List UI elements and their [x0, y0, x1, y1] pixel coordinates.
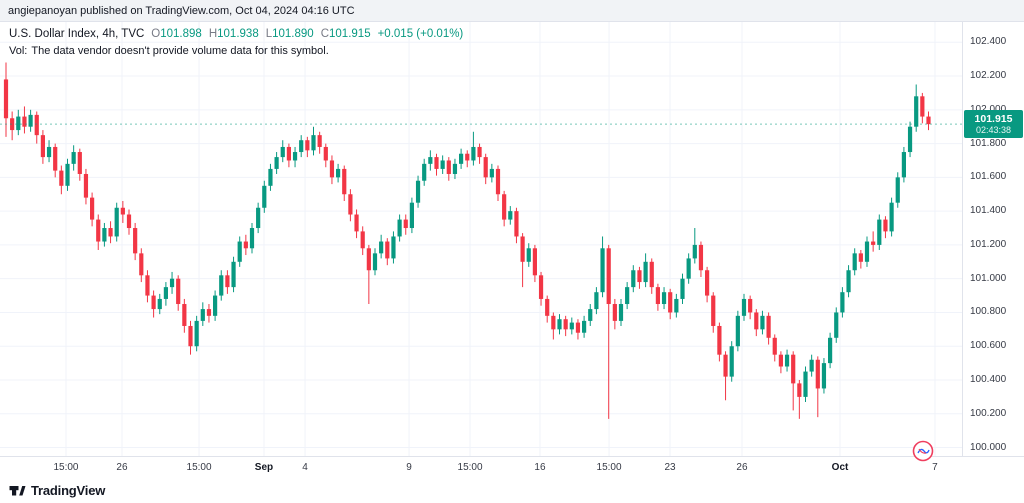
price-axis-label: 101.200	[970, 238, 1007, 250]
tradingview-logo[interactable]: TradingView	[9, 482, 105, 499]
chart-legend: U.S. Dollar Index, 4h, TVC O101.898 H101.9…	[9, 28, 463, 57]
price-axis-label: 101.600	[970, 171, 1007, 183]
high-label: H	[208, 28, 218, 40]
time-axis-label: 15:00	[596, 462, 622, 473]
last-price-badge: 101.915 02:43:38	[964, 110, 1023, 139]
low-value: 101.890	[272, 28, 314, 40]
price-axis-label: 102.000	[970, 104, 1006, 115]
time-axis-label: 15:00	[457, 462, 483, 473]
price-axis-label: 102.200	[970, 70, 1007, 82]
price-axis-label: 101.800	[970, 137, 1007, 149]
high-value: 101.938	[217, 28, 259, 40]
time-axis-label: 4	[302, 462, 308, 473]
time-axis-label: 26	[736, 462, 748, 473]
bar-countdown: 02:43:38	[975, 125, 1012, 136]
footer-bar: TradingView	[0, 478, 1024, 503]
stamp-icon[interactable]	[912, 440, 934, 462]
time-axis-label: 15:00	[186, 462, 212, 473]
price-axis-label: 100.800	[970, 306, 1007, 318]
time-axis-label: Sep	[254, 462, 274, 473]
time-axis-label: 26	[116, 462, 128, 473]
close-value: 101.915	[329, 28, 371, 40]
volume-indicator-label: Vol:	[9, 45, 28, 57]
price-axis-label: 100.000	[970, 441, 1007, 453]
tradingview-logo-icon	[9, 486, 26, 496]
time-axis-label: 23	[664, 462, 676, 473]
time-axis-label: 9	[406, 462, 412, 473]
time-axis-label: Oct	[831, 462, 849, 473]
price-axis[interactable]: 101.915 02:43:38 102.400102.200102.00010…	[962, 22, 1024, 456]
chart-pane[interactable]: U.S. Dollar Index, 4h, TVC O101.898 H101.9…	[0, 22, 962, 456]
volume-message: The data vendor doesn't provide volume d…	[31, 45, 329, 57]
last-price: 101.915	[974, 112, 1013, 125]
time-axis-label: 15:00	[53, 462, 79, 473]
time-axis[interactable]: 15:00 26 15:00 Sep 4 9 15:00 16 15:00 23 26 Oct 7	[0, 456, 1024, 478]
low-label: L	[265, 28, 273, 40]
price-axis-label: 101.400	[970, 205, 1007, 217]
tradingview-brand-text: TradingView	[31, 483, 106, 498]
price-axis-label: 102.400	[970, 36, 1007, 48]
price-axis-label: 100.200	[970, 407, 1007, 419]
price-axis-label: 100.400	[970, 374, 1007, 385]
candlestick-chart	[0, 22, 962, 456]
price-change: +0.015 (+0.01%)	[377, 28, 464, 40]
publish-bar: angiepanoyan published on TradingView.co…	[0, 0, 1024, 22]
open-label: O	[151, 28, 161, 40]
publish-info: angiepanoyan published on TradingView.co…	[8, 4, 355, 17]
price-axis-label: 101.000	[970, 272, 1007, 284]
time-axis-label: 7	[932, 462, 938, 473]
open-value: 101.898	[160, 28, 202, 40]
time-axis-label: 16	[534, 462, 546, 473]
close-label: C	[320, 28, 330, 40]
price-axis-label: 100.600	[970, 340, 1007, 352]
symbol-title: U.S. Dollar Index, 4h, TVC	[9, 28, 145, 40]
